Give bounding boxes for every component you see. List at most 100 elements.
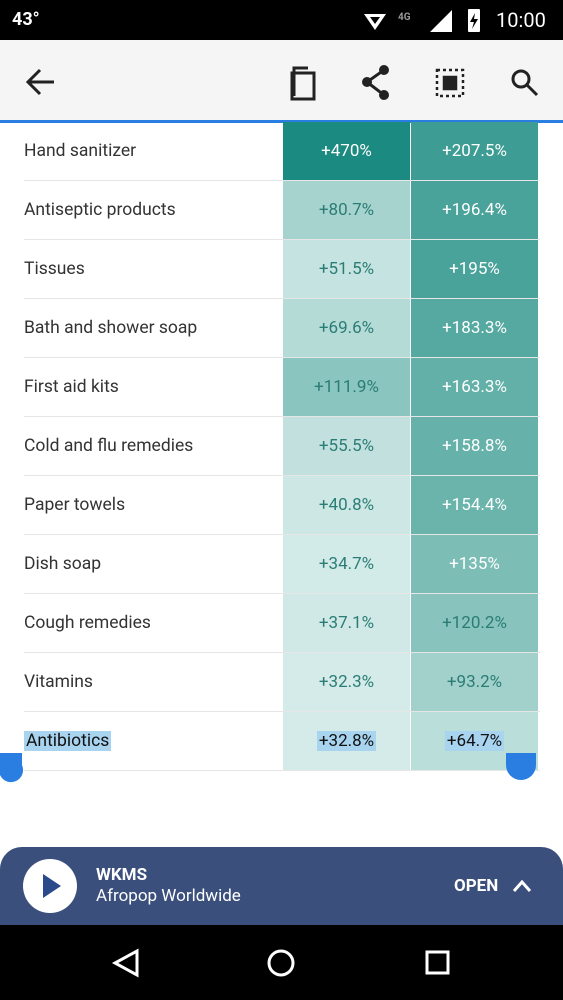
- value-text: +470%: [321, 141, 372, 161]
- status-bar: 43° 4G 10:00: [0, 0, 563, 40]
- value-text: +64.7%: [444, 731, 505, 751]
- row-name: Dish soap: [24, 535, 101, 593]
- svg-text:4G: 4G: [398, 12, 411, 23]
- value-cell: +34.7%: [283, 535, 410, 593]
- value-cell: +163.3%: [411, 358, 538, 416]
- table-row: Antiseptic products +80.7% +196.4%: [24, 181, 540, 240]
- row-name-text: Antiseptic products: [24, 200, 176, 220]
- value-cell: +183.3%: [411, 299, 538, 357]
- program: Afropop Worldwide: [96, 886, 241, 906]
- value-text: +51.5%: [318, 259, 375, 279]
- value-text: +163.3%: [442, 377, 507, 397]
- value-cell: +40.8%: [283, 476, 410, 534]
- table-row: Vitamins +32.3% +93.2%: [24, 653, 540, 712]
- value-text: +32.3%: [318, 672, 375, 692]
- temperature: 43°: [12, 9, 40, 30]
- row-name: Antiseptic products: [24, 181, 176, 239]
- value-text: +120.2%: [442, 613, 507, 633]
- selection-handles: [0, 753, 536, 783]
- clock: 10:00: [496, 8, 546, 32]
- value-cell: +64.7%: [411, 712, 538, 770]
- table-row: Cold and flu remedies +55.5% +158.8%: [24, 417, 540, 476]
- row-name-text: Cold and flu remedies: [24, 436, 194, 456]
- toolbar-icons: [25, 65, 539, 101]
- value-cell: +32.3%: [283, 653, 410, 711]
- nav-recents[interactable]: [425, 950, 450, 975]
- value-text: +135%: [449, 554, 500, 574]
- table-row: Tissues +51.5% +195%: [24, 240, 540, 299]
- station: WKMS: [96, 865, 148, 885]
- value-cell: +196.4%: [411, 181, 538, 239]
- select-all-button[interactable]: [435, 68, 465, 98]
- row-name-text: Hand sanitizer: [24, 141, 137, 161]
- open-button[interactable]: OPEN: [454, 876, 499, 896]
- value-cell: +93.2%: [411, 653, 538, 711]
- toolbar: [0, 40, 563, 123]
- value-cell: +51.5%: [283, 240, 410, 298]
- value-text: +183.3%: [442, 318, 507, 338]
- row-name: Paper towels: [24, 476, 125, 534]
- row-name: Tissues: [24, 240, 85, 298]
- value-cell: +154.4%: [411, 476, 538, 534]
- value-text: +40.8%: [318, 495, 375, 515]
- nav-home[interactable]: [267, 949, 295, 977]
- row-name-text: First aid kits: [24, 377, 119, 397]
- value-text: +93.2%: [446, 672, 503, 692]
- row-name-text: Antibiotics: [24, 731, 112, 751]
- row-name-text: Paper towels: [24, 495, 126, 515]
- table-row: Cough remedies +37.1% +120.2%: [24, 594, 540, 653]
- row-name-text: Bath and shower soap: [24, 318, 198, 338]
- status-icons: 4G: [364, 9, 480, 32]
- value-text: +196.4%: [442, 200, 507, 220]
- value-text: +80.7%: [318, 200, 375, 220]
- row-name: Bath and shower soap: [24, 299, 197, 357]
- media-player[interactable]: WKMS Afropop Worldwide OPEN: [0, 847, 563, 925]
- row-name: First aid kits: [24, 358, 119, 416]
- value-text: +154.4%: [442, 495, 507, 515]
- value-text: +195%: [449, 259, 500, 279]
- value-text: +55.5%: [318, 436, 375, 456]
- row-name-text: Cough remedies: [24, 613, 151, 633]
- value-text: +158.8%: [442, 436, 507, 456]
- table-row: First aid kits +111.9% +163.3%: [24, 358, 540, 417]
- share-button[interactable]: [362, 65, 389, 100]
- search-button[interactable]: [511, 69, 539, 97]
- value-cell: +207.5%: [411, 122, 538, 180]
- value-cell: +195%: [411, 240, 538, 298]
- row-name-text: Dish soap: [24, 554, 102, 574]
- nav-back[interactable]: [111, 948, 139, 978]
- value-cell: +37.1%: [283, 594, 410, 652]
- value-cell: +135%: [411, 535, 538, 593]
- value-cell: +111.9%: [283, 358, 410, 416]
- selection-handle-start[interactable]: [0, 753, 24, 783]
- nav-icons: [111, 948, 450, 978]
- value-cell: +120.2%: [411, 594, 538, 652]
- value-cell: +55.5%: [283, 417, 410, 475]
- table-row: Bath and shower soap +69.6% +183.3%: [24, 299, 540, 358]
- value-text: +111.9%: [314, 377, 379, 397]
- back-button[interactable]: [25, 68, 54, 96]
- table-row: Dish soap +34.7% +135%: [24, 535, 540, 594]
- row-name-text: Tissues: [24, 259, 85, 279]
- chevron: [512, 879, 532, 892]
- play-button[interactable]: [22, 858, 78, 914]
- value-cell: +158.8%: [411, 417, 538, 475]
- value-text: +69.6%: [318, 318, 375, 338]
- row-name: Antibiotics: [24, 712, 112, 770]
- table-row: Antibiotics +32.8% +64.7%: [24, 712, 540, 771]
- selection-handle-end[interactable]: [506, 753, 536, 780]
- value-text: +37.1%: [318, 613, 375, 633]
- row-name: Cough remedies: [24, 594, 151, 652]
- table-row: Hand sanitizer +470% +207.5%: [24, 122, 540, 181]
- value-cell: +69.6%: [283, 299, 410, 357]
- value-cell: +80.7%: [283, 181, 410, 239]
- row-name: Cold and flu remedies: [24, 417, 193, 475]
- row-name: Vitamins: [24, 653, 93, 711]
- value-cell: +32.8%: [283, 712, 410, 770]
- value-text: +207.5%: [442, 141, 507, 161]
- row-name-text: Vitamins: [24, 672, 93, 692]
- nav-bar: [0, 925, 563, 1000]
- table-row: Paper towels +40.8% +154.4%: [24, 476, 540, 535]
- copy-button[interactable]: [290, 66, 316, 101]
